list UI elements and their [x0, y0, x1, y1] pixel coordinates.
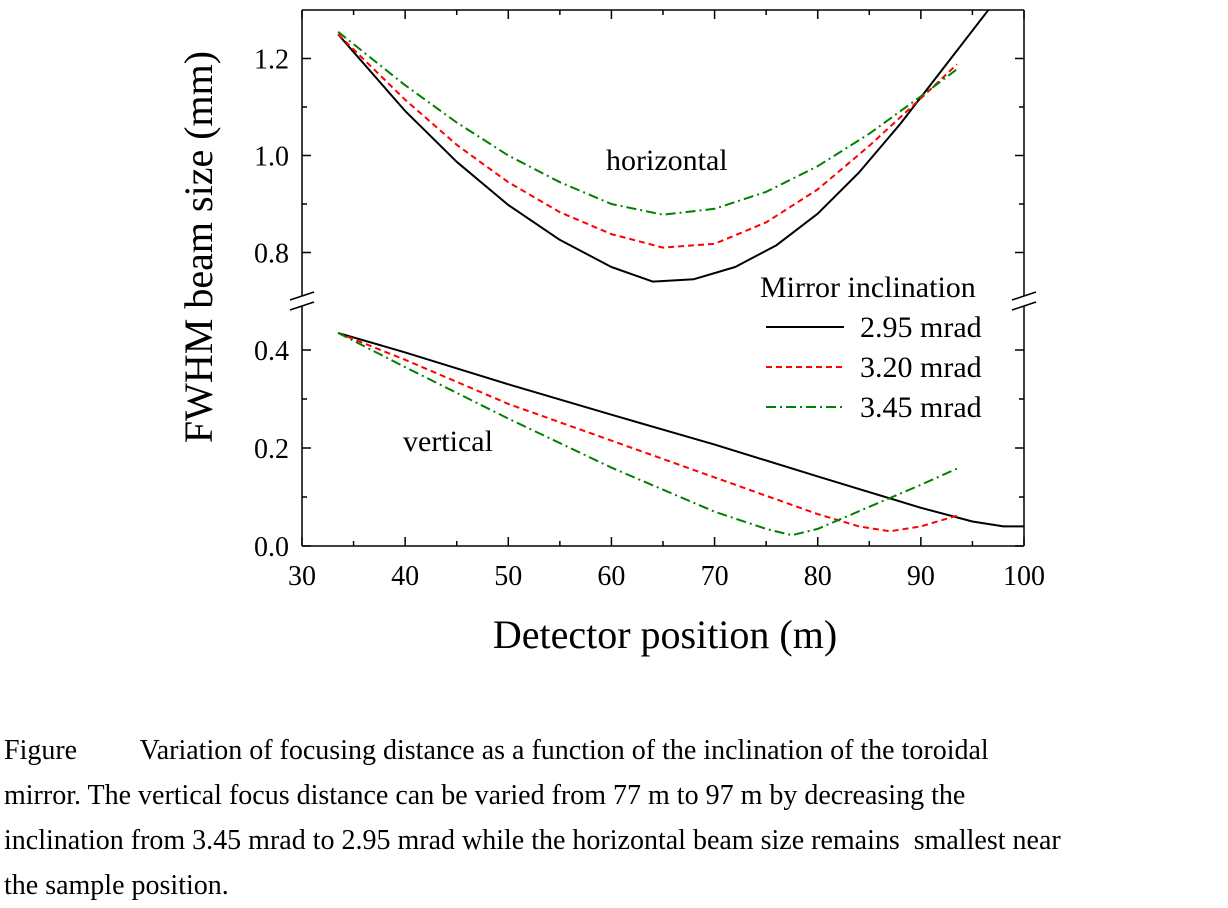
- chart: 30 40 50 60 70 80 90 100 0.0 0.2 0.4 0.8 1.0 1.2 FWHM…: [176, 9, 1045, 657]
- caption-line-3: inclination from 3.45 mrad to 2.95 mrad …: [4, 825, 1061, 856]
- y-tick-label-upper: 1.0: [254, 142, 289, 173]
- axis-break-slash: [1011, 291, 1037, 301]
- axes: 30 40 50 60 70 80 90 100 0.0 0.2 0.4 0.8 1.0 1.2: [254, 9, 1045, 592]
- axis-break-gap: [288, 296, 316, 306]
- y-tick-label-lower: 0.2: [254, 434, 289, 465]
- x-tick-label: 60: [597, 561, 625, 592]
- legend-label-2-95: 2.95 mrad: [860, 311, 982, 344]
- annotation-horizontal: horizontal: [606, 144, 728, 177]
- y-tick-label-upper: 1.2: [254, 45, 289, 76]
- series-3-45-mrad-horizontal: [337, 31, 958, 216]
- axis-break-gap: [1010, 296, 1038, 306]
- y-tick-label-lower: 0.0: [254, 532, 289, 563]
- x-tick-label: 90: [907, 561, 935, 592]
- x-tick-label: 70: [701, 561, 729, 592]
- caption-line-1: Figure Variation of focusing distance as…: [4, 735, 989, 766]
- series-3-20-mrad-horizontal: [337, 33, 958, 249]
- legend-label-3-20: 3.20 mrad: [860, 351, 982, 384]
- series-3-20-mrad-vertical: [337, 331, 958, 533]
- chart-svg: 30 40 50 60 70 80 90 100 0.0 0.2 0.4 0.8 1.0 1.2 FWHM…: [176, 9, 1045, 657]
- axis-break-slash: [1011, 301, 1037, 311]
- figure-caption: Figure Variation of focusing distance as…: [4, 728, 1226, 908]
- legend-label-3-45: 3.45 mrad: [860, 391, 982, 424]
- annotation-vertical: vertical: [403, 425, 493, 458]
- y-axis-label: FWHM beam size (mm): [176, 51, 221, 443]
- series-lines: [337, 10, 1024, 537]
- caption-line-4: the sample position.: [4, 870, 229, 901]
- caption-line-2: mirror. The vertical focus distance can …: [4, 780, 966, 811]
- series-2-95-mrad-vertical: [337, 331, 1024, 528]
- legend: Mirror inclination 2.95 mrad 3.20 mrad 3…: [760, 271, 982, 424]
- axis-break-marks: [288, 291, 1038, 311]
- x-tick-label: 30: [288, 561, 316, 592]
- legend-swatches: [766, 326, 844, 408]
- y-tick-label-lower: 0.4: [254, 336, 289, 367]
- x-tick-label: 50: [494, 561, 522, 592]
- legend-title: Mirror inclination: [760, 271, 976, 304]
- x-tick-label: 80: [804, 561, 832, 592]
- y-tick-label-upper: 0.8: [254, 239, 289, 270]
- axis-break-slash: [289, 291, 315, 301]
- series-2-95-mrad-horizontal: [337, 10, 990, 283]
- x-axis-label: Detector position (m): [493, 612, 837, 657]
- x-tick-label: 40: [391, 561, 419, 592]
- x-tick-label: 100: [1003, 561, 1045, 592]
- axis-break-slash: [289, 301, 315, 311]
